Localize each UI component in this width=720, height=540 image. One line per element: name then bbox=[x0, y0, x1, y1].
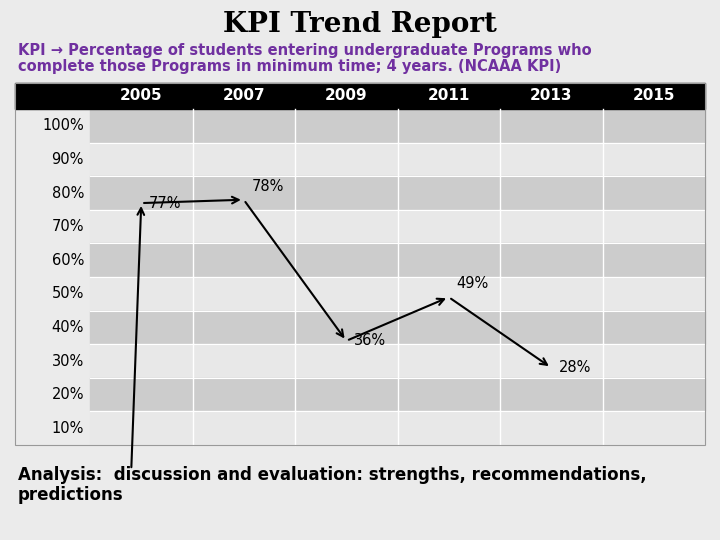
Bar bbox=[90, 244, 705, 277]
Bar bbox=[15, 277, 90, 310]
Text: 30%: 30% bbox=[52, 354, 84, 368]
Bar bbox=[90, 277, 705, 310]
Bar bbox=[15, 83, 705, 109]
Text: 28%: 28% bbox=[559, 360, 592, 375]
Text: 10%: 10% bbox=[52, 421, 84, 436]
Text: 50%: 50% bbox=[52, 286, 84, 301]
Bar bbox=[90, 109, 705, 143]
Bar bbox=[15, 378, 90, 411]
Bar bbox=[15, 210, 90, 244]
Text: 80%: 80% bbox=[52, 186, 84, 200]
Text: 90%: 90% bbox=[52, 152, 84, 167]
Text: 100%: 100% bbox=[42, 118, 84, 133]
Bar bbox=[15, 109, 90, 143]
Text: Analysis:  discussion and evaluation: strengths, recommendations,
predictions: Analysis: discussion and evaluation: str… bbox=[18, 465, 647, 504]
Text: 36%: 36% bbox=[354, 333, 387, 348]
Text: 77%: 77% bbox=[149, 195, 181, 211]
Bar bbox=[90, 176, 705, 210]
Bar bbox=[15, 143, 90, 176]
Bar bbox=[15, 310, 90, 344]
Text: 20%: 20% bbox=[52, 387, 84, 402]
Bar bbox=[90, 210, 705, 244]
Text: 2007: 2007 bbox=[222, 89, 265, 104]
Bar bbox=[90, 344, 705, 378]
Text: 2011: 2011 bbox=[428, 89, 470, 104]
Text: 78%: 78% bbox=[252, 179, 284, 194]
Text: 2009: 2009 bbox=[325, 89, 368, 104]
Text: 70%: 70% bbox=[52, 219, 84, 234]
Text: 2015: 2015 bbox=[632, 89, 675, 104]
Bar bbox=[90, 378, 705, 411]
Text: KPI Trend Report: KPI Trend Report bbox=[223, 10, 497, 37]
Text: 2005: 2005 bbox=[120, 89, 163, 104]
Text: 60%: 60% bbox=[52, 253, 84, 268]
Bar bbox=[90, 411, 705, 445]
Bar bbox=[15, 411, 90, 445]
Text: 2013: 2013 bbox=[530, 89, 572, 104]
Text: 49%: 49% bbox=[456, 276, 489, 291]
Text: 40%: 40% bbox=[52, 320, 84, 335]
Bar bbox=[15, 244, 90, 277]
Bar bbox=[15, 176, 90, 210]
Bar bbox=[15, 83, 705, 445]
Bar bbox=[90, 310, 705, 344]
Text: KPI → Percentage of students entering undergraduate Programs who: KPI → Percentage of students entering un… bbox=[18, 43, 592, 57]
Text: complete those Programs in minimum time; 4 years. (NCAAA KPI): complete those Programs in minimum time;… bbox=[18, 58, 562, 73]
Bar bbox=[90, 143, 705, 176]
Bar bbox=[15, 344, 90, 378]
